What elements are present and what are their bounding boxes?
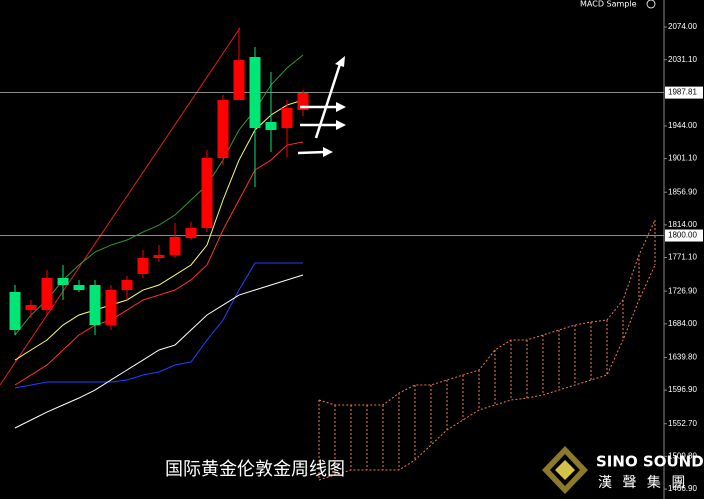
candle-body [169,236,181,256]
y-tick-label: 2074.00 [668,22,697,31]
candle-body [201,157,213,229]
candle-body [57,278,69,286]
indicator-icon [646,0,656,9]
y-tick-label: 1466.90 [668,484,697,493]
price-label: 1800.00 [668,231,697,240]
candle-body [137,257,149,274]
candle-body [249,57,261,129]
y-tick-label: 2031.10 [668,55,697,64]
indicator-label: MACD Sample [580,0,637,9]
indicator-line [14,274,304,429]
y-tick-label: 1684.00 [668,319,697,328]
y-tick-label: 1771.10 [668,253,697,262]
candle-body [297,92,309,111]
y-tick-label: 1901.10 [668,154,697,163]
price-label-box [665,229,703,242]
candle-body [25,305,37,311]
logo-subtitle: 漢 聲 集 團 [598,474,688,491]
cloud-edge [318,219,656,406]
candle-body [185,228,197,239]
y-tick-label: 1509.80 [668,451,697,460]
caption: 国际黄金伦敦金周线图 [165,459,345,480]
candle-body [73,285,85,291]
y-tick-label: 1552.70 [668,419,697,428]
candle-body [121,279,133,291]
y-tick-label: 1856.90 [668,187,697,196]
indicator-line [14,262,303,389]
logo [542,446,588,494]
y-tick-label: 1814.00 [668,220,697,229]
logo-name: SINO SOUND [596,453,704,471]
candle-body [105,290,117,326]
arrows [297,56,346,157]
candle-body [9,292,21,330]
candle-body [89,285,101,326]
price-label-box [665,86,703,99]
candle-body [233,60,245,100]
y-tick-label: 1596.90 [668,385,697,394]
candle-body [217,99,229,158]
cloud-edge [318,264,656,481]
candle-body [265,121,277,130]
price-label: 1987.81 [668,88,697,97]
y-tick-label: 1726.90 [668,286,697,295]
y-tick-label: 1639.80 [668,353,697,362]
trend-line [0,27,241,386]
candle-body [41,278,53,311]
candle-body [153,255,165,258]
y-tick-label: 1944.00 [668,121,697,130]
candle-body [281,107,293,129]
